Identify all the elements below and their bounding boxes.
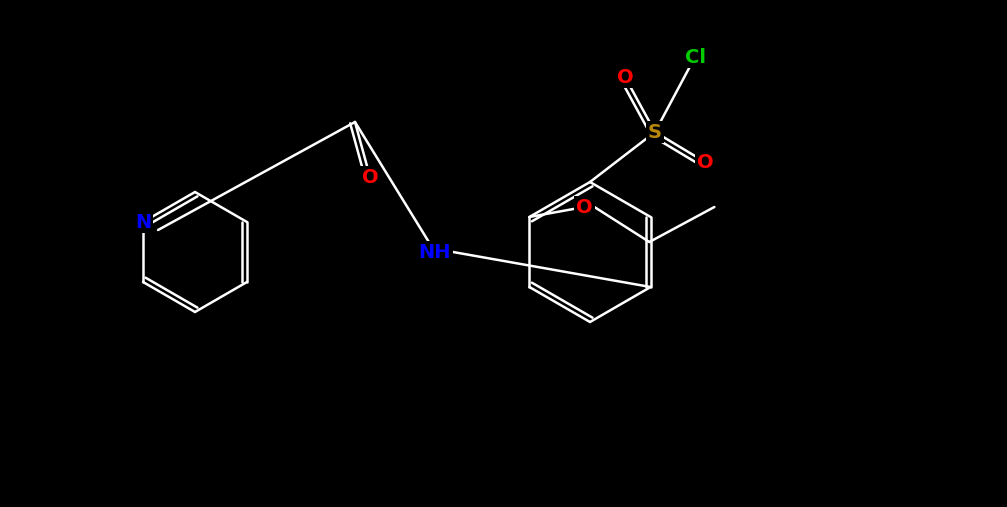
Text: O: O [576,198,593,216]
Text: O: O [697,153,713,171]
Text: NH: NH [419,242,451,262]
Text: S: S [648,123,662,141]
Text: N: N [135,212,151,232]
Text: O: O [362,167,379,187]
Text: O: O [616,67,633,87]
Text: Cl: Cl [685,48,706,66]
